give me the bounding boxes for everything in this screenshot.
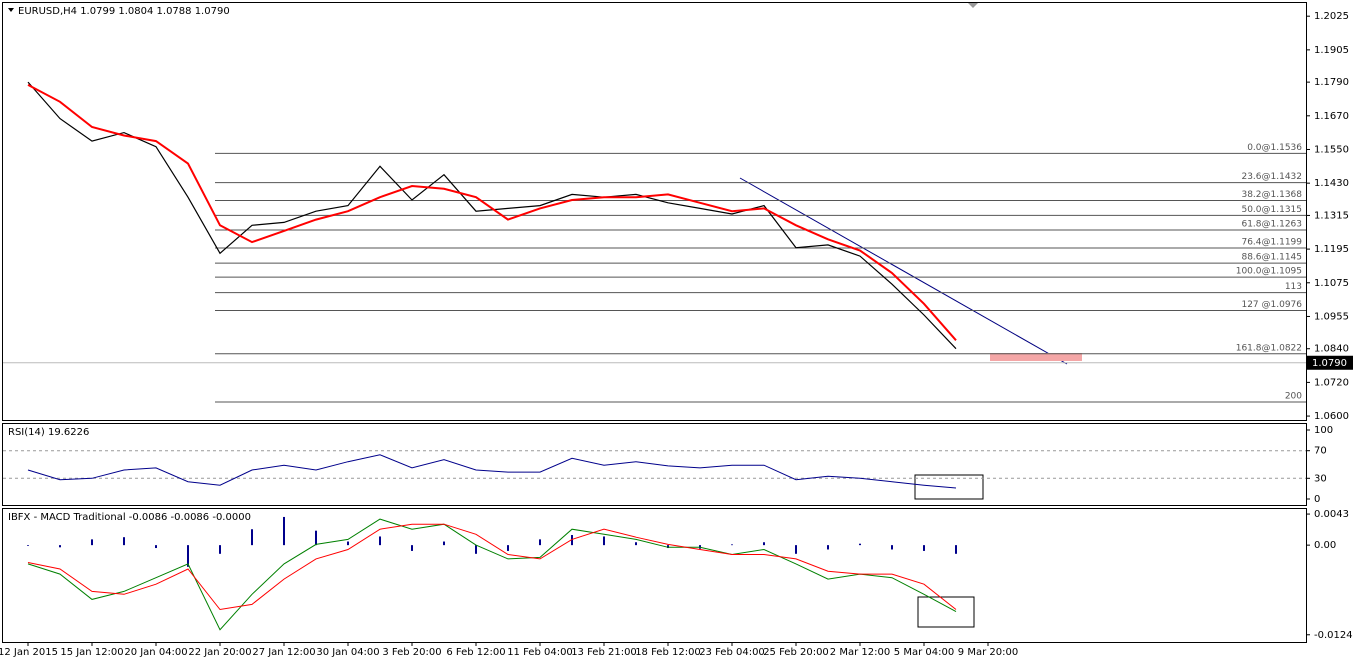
histogram-bar (347, 541, 349, 546)
histogram-bar (603, 536, 605, 546)
histogram-bar (795, 545, 797, 554)
x-tick-label: 22 Jan 20:00 (188, 647, 251, 658)
y-tick-label: 1.1430 (1314, 178, 1349, 189)
y-tick-label: 1.0600 (1314, 411, 1349, 422)
x-tick-label: 13 Feb 21:00 (571, 647, 637, 658)
histogram-bar (59, 545, 61, 548)
histogram-bar (571, 535, 573, 546)
histogram-bar (763, 542, 765, 546)
rsi-title: RSI(14) 19.6226 (8, 427, 89, 438)
last-price-box (1307, 355, 1353, 370)
y-tick-label: 1.2025 (1314, 11, 1349, 22)
series-line (27, 518, 957, 631)
histogram-bar (411, 545, 413, 551)
x-tick-label: 18 Feb 12:00 (635, 647, 701, 658)
fib-label: 61.8@1.1263 (1241, 220, 1302, 230)
histogram-bar (219, 545, 221, 554)
y-tick-label: 1.1195 (1314, 244, 1349, 255)
histogram-bar (507, 545, 509, 551)
shift-marker (968, 3, 978, 8)
x-tick-label: 9 Mar 20:00 (958, 647, 1018, 658)
x-tick-label: 2 Mar 12:00 (830, 647, 890, 658)
histogram-bar (891, 545, 893, 550)
y-tick-label: 1.0720 (1314, 377, 1349, 388)
target-zone (990, 353, 1082, 361)
fib-label: 100.0@1.1095 (1236, 267, 1302, 277)
y-tick-label: -0.0124 (1314, 630, 1353, 641)
y-tick-label: 30 (1314, 473, 1327, 484)
fib-label: 0.0@1.1536 (1247, 143, 1302, 153)
y-tick-label: 100 (1314, 425, 1333, 436)
menu-arrow[interactable] (8, 8, 14, 12)
histogram-bar (283, 516, 285, 546)
x-tick-label: 3 Feb 20:00 (382, 647, 441, 658)
histogram-bar (123, 537, 125, 546)
y-tick-label: 1.0840 (1314, 344, 1349, 355)
series-line (27, 454, 957, 489)
x-tick-label: 6 Feb 12:00 (446, 647, 505, 658)
histogram-bar (315, 530, 317, 546)
histogram-bar (27, 545, 29, 546)
x-tick-label: 11 Feb 04:00 (507, 647, 573, 658)
histogram-bar (251, 529, 253, 546)
y-tick-label: 70 (1314, 446, 1327, 457)
price-title: EURUSD,H4 1.0799 1.0804 1.0788 1.0790 (18, 6, 230, 17)
fib-label: 127 @1.0976 (1241, 300, 1302, 310)
x-tick-label: 30 Jan 04:00 (316, 647, 379, 658)
histogram-bar (475, 545, 477, 554)
y-tick-label: 0 (1314, 494, 1320, 505)
price-pane (2, 2, 1307, 421)
y-tick-label: 1.0955 (1314, 311, 1349, 322)
histogram-bar (923, 545, 925, 551)
histogram-bar (187, 545, 189, 567)
histogram-bar (667, 545, 669, 549)
fib-label: 38.2@1.1368 (1241, 190, 1302, 200)
y-tick-label: 1.1905 (1314, 45, 1349, 56)
fib-label: 161.8@1.0822 (1236, 343, 1302, 353)
fib-label: 113 (1285, 282, 1302, 292)
series-line (27, 84, 957, 341)
histogram-bar (859, 543, 861, 546)
rsi-highlight-box (914, 474, 984, 500)
series-line (27, 523, 957, 611)
series-line (27, 81, 957, 350)
x-tick-label: 27 Jan 12:00 (252, 647, 315, 658)
fib-label: 76.4@1.1199 (1241, 237, 1302, 247)
histogram-bar (731, 544, 733, 546)
histogram-bar (155, 545, 157, 549)
last-price-label: 1.0790 (1312, 358, 1347, 369)
y-tick-label: 1.1550 (1314, 144, 1349, 155)
fib-label: 88.6@1.1145 (1241, 253, 1302, 263)
fib-label: 200 (1285, 392, 1302, 402)
x-tick-label: 20 Jan 04:00 (124, 647, 187, 658)
histogram-bar (635, 542, 637, 546)
fib-label: 50.0@1.1315 (1241, 205, 1302, 215)
macd-title: IBFX - MACD Traditional -0.0086 -0.0086 … (8, 512, 251, 523)
y-tick-label: 1.1075 (1314, 278, 1349, 289)
histogram-bar (379, 536, 381, 546)
y-tick-label: 0.00 (1314, 540, 1336, 551)
y-tick-label: 0.0043 (1314, 509, 1349, 520)
x-tick-label: 15 Jan 12:00 (60, 647, 123, 658)
y-tick-label: 1.1790 (1314, 77, 1349, 88)
macd-highlight-box (917, 596, 975, 628)
x-tick-label: 5 Mar 04:00 (894, 647, 954, 658)
x-tick-label: 25 Feb 20:00 (763, 647, 829, 658)
y-tick-label: 1.1670 (1314, 111, 1349, 122)
trend-line (739, 177, 1068, 365)
fib-label: 23.6@1.1432 (1241, 172, 1302, 182)
x-tick-label: 23 Feb 04:00 (699, 647, 765, 658)
histogram-bar (91, 539, 93, 546)
histogram-bar (827, 545, 829, 550)
x-tick-label: 12 Jan 2015 (0, 647, 58, 658)
y-tick-label: 1.1315 (1314, 210, 1349, 221)
histogram-bar (539, 539, 541, 546)
macd-pane (2, 508, 1307, 643)
histogram-bar (443, 541, 445, 546)
histogram-bar (955, 545, 957, 554)
